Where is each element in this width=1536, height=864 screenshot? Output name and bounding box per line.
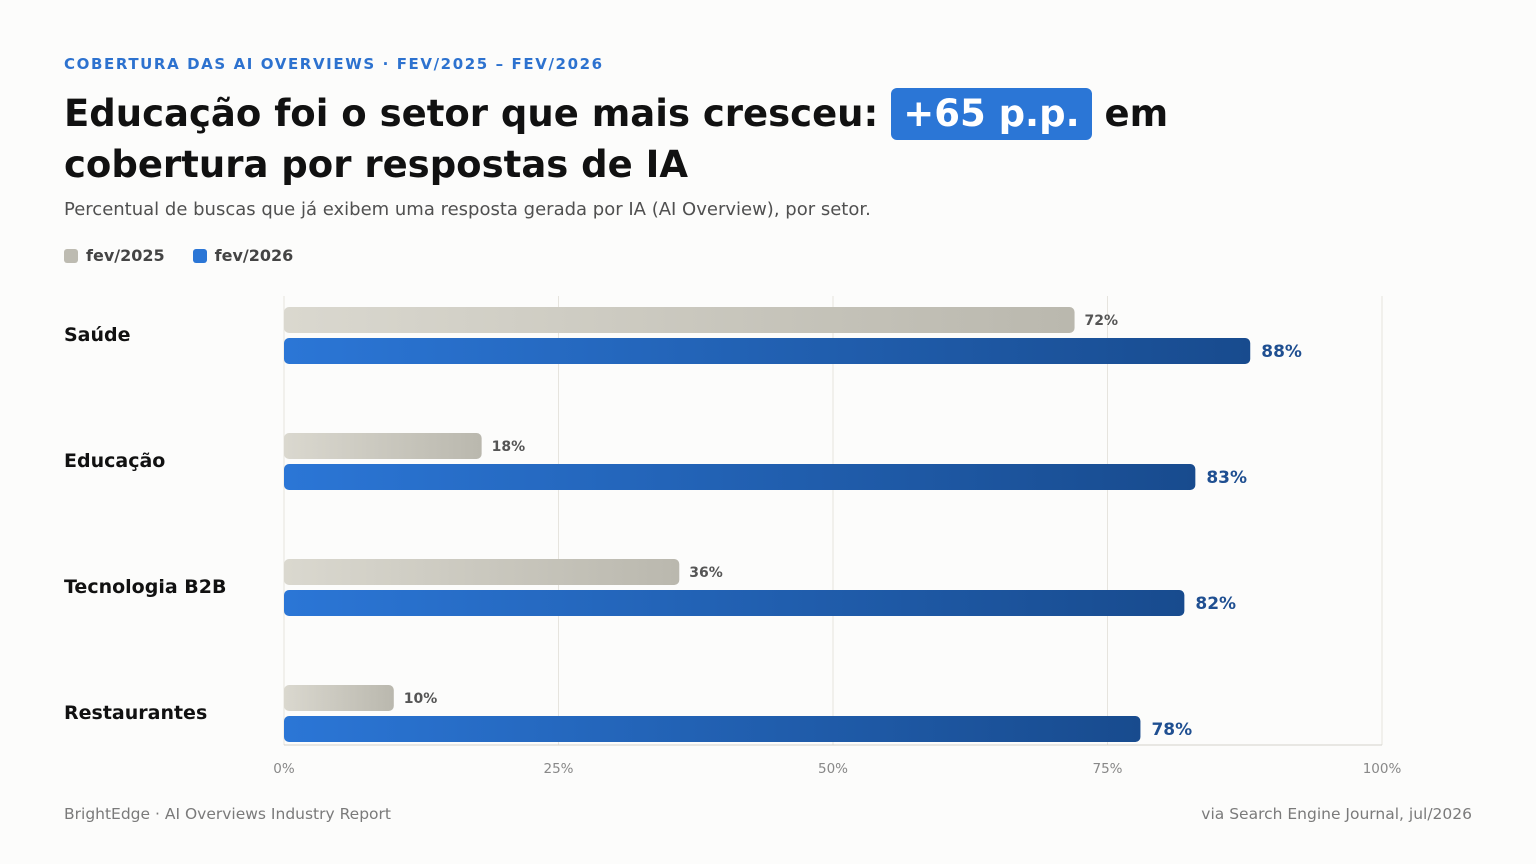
title-text-end: em cobertura por respostas de IA (64, 92, 1169, 186)
tick-label-75: 75% (1092, 761, 1122, 777)
title-text-start: Educação foi o setor que mais cresceu: (64, 92, 892, 135)
bar-2026-saude (284, 338, 1251, 364)
value-label-2025-restaurantes: 10% (404, 691, 438, 707)
title-highlight-badge: +65 p.p. (891, 88, 1092, 140)
chart-labels: 0% 25% 50% 75% 100% Saúde 72% 88% Educação 18% 83%… (64, 313, 1401, 777)
legend-item-2026: fev/2026 (192, 246, 294, 265)
via-note: via Search Engine Journal, jul/2026 (1201, 805, 1472, 823)
bar-2026-educacao (284, 464, 1196, 490)
chart-grid (283, 296, 1383, 746)
value-label-2025-saude: 72% (1085, 313, 1119, 329)
bar-2025-saude (284, 307, 1075, 333)
bar-2025-restaurantes (284, 685, 394, 711)
category-label-restaurantes: Restaurantes (64, 702, 207, 724)
category-label-tecnologia-b2b: Tecnologia B2B (64, 576, 226, 598)
value-label-2025-tecnologia-b2b: 36% (689, 565, 723, 581)
tick-label-100: 100% (1363, 761, 1402, 777)
legend-swatch-2026 (192, 248, 207, 263)
chart-bars (284, 307, 1251, 742)
tick-label-0: 0% (273, 761, 295, 777)
chart-subtitle: Percentual de buscas que já exibem uma r… (64, 199, 871, 220)
value-label-2026-restaurantes: 78% (1151, 720, 1192, 740)
chart-title: Educação foi o setor que mais cresceu: +… (64, 88, 1364, 190)
tick-label-25: 25% (543, 761, 573, 777)
legend-label-2026: fev/2026 (214, 246, 294, 265)
bar-2026-tecnologia-b2b (284, 590, 1185, 616)
value-label-2026-saude: 88% (1261, 342, 1302, 362)
bar-2025-educacao (284, 433, 482, 459)
tick-label-50: 50% (818, 761, 848, 777)
source-note: BrightEdge · AI Overviews Industry Repor… (64, 805, 391, 823)
category-label-saude: Saúde (64, 324, 131, 346)
value-label-2025-educacao: 18% (492, 439, 526, 455)
legend-item-2025: fev/2025 (64, 246, 165, 265)
value-label-2026-educacao: 83% (1206, 468, 1247, 488)
legend-label-2025: fev/2025 (86, 246, 165, 265)
bar-2025-tecnologia-b2b (284, 559, 680, 585)
value-label-2026-tecnologia-b2b: 82% (1195, 594, 1236, 614)
chart-eyebrow: COBERTURA DAS AI OVERVIEWS · FEV/2025 – … (64, 55, 604, 73)
category-label-educacao: Educação (64, 450, 165, 472)
legend-swatch-2025 (64, 248, 78, 263)
bar-2026-restaurantes (284, 716, 1141, 742)
chart-legend: fev/2025 fev/2026 (64, 246, 293, 265)
